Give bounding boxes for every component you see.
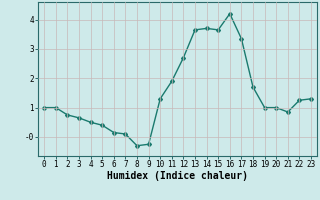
X-axis label: Humidex (Indice chaleur): Humidex (Indice chaleur)	[107, 171, 248, 181]
